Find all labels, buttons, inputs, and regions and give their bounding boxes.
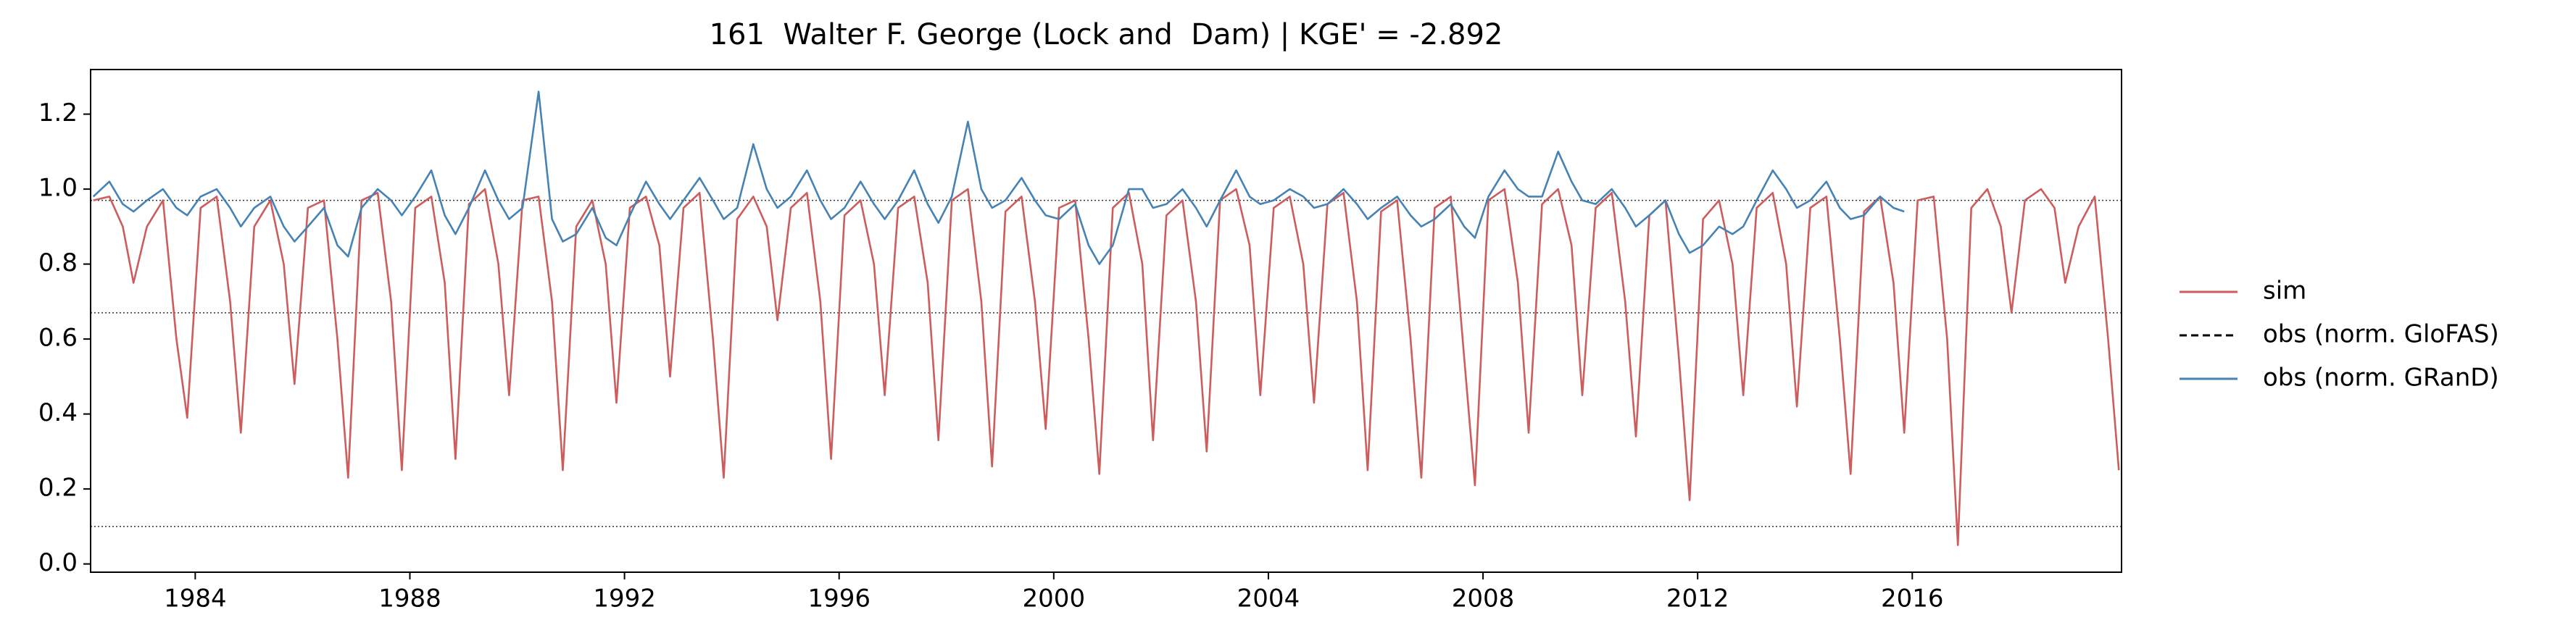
x-tick-label: 2004 <box>1237 585 1300 613</box>
x-tick-label: 2012 <box>1666 585 1729 613</box>
y-tick-label: 0.6 <box>38 324 78 353</box>
y-tick-label: 0.0 <box>38 548 78 577</box>
y-tick-label: 0.4 <box>38 398 78 427</box>
chart-title: 161 Walter F. George (Lock and Dam) | KG… <box>710 18 1503 51</box>
y-tick-label: 1.2 <box>38 99 78 127</box>
y-tick-label: 0.8 <box>38 248 78 277</box>
x-tick-label: 2016 <box>1881 585 1944 613</box>
x-tick-label: 1992 <box>593 585 656 613</box>
y-tick-label: 0.2 <box>38 474 78 503</box>
legend-label: sim <box>2263 277 2306 306</box>
x-tick-label: 1996 <box>807 585 871 613</box>
x-tick-label: 2000 <box>1023 585 1086 613</box>
y-tick-label: 1.0 <box>38 174 78 203</box>
x-tick-label: 1984 <box>164 585 227 613</box>
x-tick-label: 1988 <box>378 585 441 613</box>
legend-label: obs (norm. GRanD) <box>2263 364 2499 393</box>
legend-label: obs (norm. GloFAS) <box>2263 320 2499 349</box>
x-tick-label: 2008 <box>1452 585 1515 613</box>
series-line <box>92 91 1905 265</box>
series-line <box>93 188 2120 546</box>
plot-frame <box>90 69 2122 573</box>
